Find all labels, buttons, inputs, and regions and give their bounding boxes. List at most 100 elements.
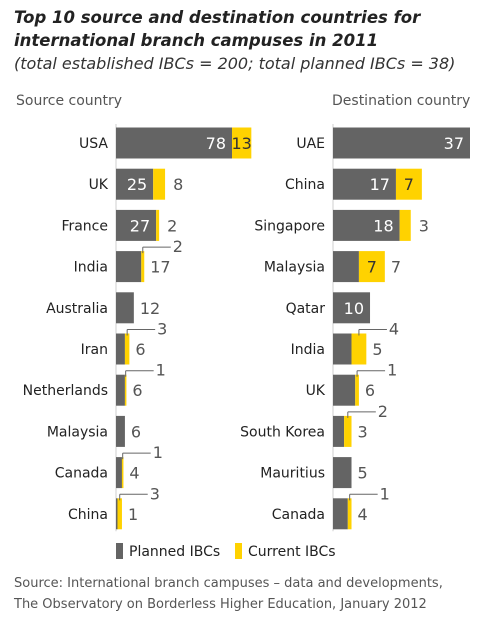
source-note: Source: International branch campuses – … <box>14 573 443 615</box>
source-value-current-netherlands: 1 <box>156 361 166 380</box>
destination-bar-current-china <box>395 168 422 200</box>
destination-bar-current-south-korea <box>344 415 352 447</box>
destination-category-label-uae: UAE <box>296 136 325 152</box>
source-bar-current-india <box>141 251 145 283</box>
source-value-current-usa: 13 <box>231 134 251 153</box>
destination-value-current-canada: 1 <box>380 484 390 503</box>
source-value-planned-france: 27 <box>130 216 150 235</box>
source-value-planned-netherlands: 6 <box>132 381 142 400</box>
destination-bar-current-india <box>351 333 367 365</box>
destination-value-planned-uk: 6 <box>365 381 375 400</box>
destination-value-planned-qatar: 10 <box>344 299 364 318</box>
source-value-current-france: 2 <box>167 216 177 235</box>
destination-value-planned-uae: 37 <box>444 134 464 153</box>
source-bar-planned-netherlands <box>116 374 125 406</box>
source-bar-planned-malaysia <box>116 415 125 447</box>
source-value-current-iran: 3 <box>157 320 167 339</box>
source-bar-planned-iran <box>116 333 125 365</box>
source-bar-planned-uk <box>116 168 154 200</box>
destination-bar-planned-mauritius <box>333 457 352 489</box>
source-bar-current-iran <box>124 333 130 365</box>
source-note-line-2: The Observatory on Borderless Higher Edu… <box>14 597 427 612</box>
destination-bar-planned-malaysia <box>333 251 359 283</box>
source-category-label-malaysia: Malaysia <box>47 424 108 440</box>
source-bar-planned-canada <box>116 457 122 489</box>
source-value-planned-usa: 78 <box>206 134 226 153</box>
destination-value-current-china: 7 <box>404 175 414 194</box>
source-bar-planned-china <box>116 498 118 530</box>
destination-value-current-singapore: 3 <box>419 216 429 235</box>
source-category-label-australia: Australia <box>46 301 108 317</box>
destination-category-label-uk: UK <box>306 383 326 399</box>
source-value-planned-india: 17 <box>150 258 170 277</box>
source-value-current-canada: 1 <box>153 443 163 462</box>
source-value-planned-malaysia: 6 <box>131 422 141 441</box>
destination-value-current-malaysia: 7 <box>367 258 377 277</box>
source-category-label-usa: USA <box>79 136 108 152</box>
destination-bar-planned-uae <box>333 127 470 159</box>
source-category-label-uk: UK <box>89 177 109 193</box>
legend-label-current: Current IBCs <box>248 544 336 560</box>
destination-bar-current-canada <box>347 498 352 530</box>
source-category-label-canada: Canada <box>55 466 108 482</box>
source-category-label-france: France <box>61 218 108 234</box>
destination-bar-planned-canada <box>333 498 348 530</box>
source-value-planned-uk: 25 <box>127 175 147 194</box>
source-bar-current-canada <box>121 457 124 489</box>
destination-category-label-china: China <box>285 177 325 193</box>
destination-value-planned-south-korea: 3 <box>358 422 368 441</box>
source-bar-current-netherlands <box>124 374 127 406</box>
source-country-header: Source country <box>16 93 123 109</box>
source-value-planned-australia: 12 <box>140 299 160 318</box>
destination-value-current-india: 4 <box>389 320 399 339</box>
source-value-current-india: 2 <box>173 237 183 256</box>
source-category-label-china: China <box>68 507 108 523</box>
source-bar-planned-usa <box>116 127 232 159</box>
destination-category-label-qatar: Qatar <box>286 301 326 317</box>
source-category-label-netherlands: Netherlands <box>23 383 108 399</box>
destination-country-header: Destination country <box>332 93 471 109</box>
legend-label-planned: Planned IBCs <box>129 544 220 560</box>
destination-category-label-mauritius: Mauritius <box>260 466 325 482</box>
source-category-label-india: India <box>74 260 108 276</box>
legend-swatch-planned <box>116 543 123 559</box>
destination-bar-planned-india <box>333 333 352 365</box>
destination-bar-planned-singapore <box>333 209 400 241</box>
source-value-current-china: 3 <box>150 484 160 503</box>
chart-title: Top 10 source and destination countries … <box>14 8 421 50</box>
source-bar-current-china <box>117 498 122 530</box>
destination-value-planned-china: 17 <box>370 175 390 194</box>
destination-bar-planned-qatar <box>333 292 371 324</box>
destination-bar-current-malaysia <box>358 251 385 283</box>
source-value-planned-china: 1 <box>128 505 138 524</box>
source-bar-planned-india <box>116 251 142 283</box>
source-value-current-uk: 8 <box>173 175 183 194</box>
destination-bar-planned-uk <box>333 374 356 406</box>
destination-value-planned-singapore: 18 <box>373 216 393 235</box>
destination-category-label-malaysia: Malaysia <box>264 260 325 276</box>
chart-subtitle: (total established IBCs = 200; total pla… <box>14 54 456 73</box>
source-value-planned-iran: 6 <box>135 340 145 359</box>
destination-value-planned-canada: 4 <box>358 505 368 524</box>
destination-value-current-uk: 1 <box>387 361 397 380</box>
destination-category-label-india: India <box>291 342 325 358</box>
destination-bar-current-singapore <box>399 209 411 241</box>
destination-value-planned-india: 5 <box>372 340 382 359</box>
source-bar-current-usa <box>232 127 252 159</box>
destination-value-planned-malaysia: 7 <box>391 258 401 277</box>
source-value-planned-canada: 4 <box>129 464 139 483</box>
legend-swatch-current <box>235 543 242 559</box>
destination-category-label-south-korea: South Korea <box>240 424 325 440</box>
destination-value-current-south-korea: 2 <box>378 402 388 421</box>
source-bar-current-france <box>156 209 160 241</box>
destination-bar-current-uk <box>355 374 359 406</box>
destination-bar-planned-china <box>333 168 396 200</box>
destination-value-planned-mauritius: 5 <box>358 464 368 483</box>
source-note-line-1: Source: International branch campuses – … <box>14 576 443 591</box>
source-category-label-iran: Iran <box>81 342 108 358</box>
destination-bar-planned-south-korea <box>333 415 345 447</box>
destination-category-label-canada: Canada <box>272 507 325 523</box>
source-bar-planned-france <box>116 209 157 241</box>
source-bar-planned-australia <box>116 292 134 324</box>
